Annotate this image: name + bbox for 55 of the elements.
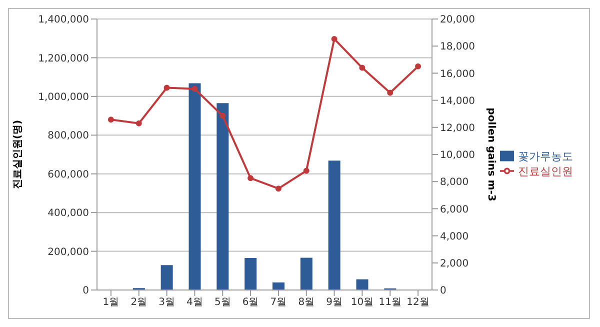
bar bbox=[356, 279, 368, 290]
y-tick-label: 1,200,000 bbox=[38, 53, 89, 64]
point bbox=[220, 112, 226, 119]
y2-tick-label: 6,000 bbox=[440, 204, 469, 216]
x-tick-label: 8월 bbox=[298, 297, 315, 308]
point bbox=[248, 175, 254, 182]
x-tick-label: 10월 bbox=[350, 297, 374, 308]
point bbox=[331, 36, 338, 42]
x-tick-label: 7월 bbox=[270, 297, 287, 308]
y2-tick-label: 12,000 bbox=[440, 122, 475, 134]
y-tick-label: 0 bbox=[82, 286, 89, 297]
y2-tick-label: 18,000 bbox=[440, 42, 475, 53]
y2-tick-label: 16,000 bbox=[440, 68, 475, 80]
y2-tick-label: 14,000 bbox=[440, 96, 475, 107]
point bbox=[275, 186, 282, 192]
point bbox=[303, 168, 310, 174]
legend-label: 꽃가루농도 bbox=[518, 150, 573, 162]
point bbox=[136, 120, 142, 126]
y2-axis-title: pollen gains m-3 bbox=[485, 108, 496, 202]
x-tick-label: 2월 bbox=[130, 297, 148, 308]
bar bbox=[244, 258, 257, 290]
point bbox=[192, 86, 198, 92]
y2-tick-label: 0 bbox=[440, 286, 446, 297]
bar bbox=[328, 160, 340, 290]
y2-tick-label: 8,000 bbox=[440, 177, 469, 188]
y2-tick-label: 20,000 bbox=[440, 14, 475, 26]
y2-tick-label: 2,000 bbox=[440, 258, 469, 270]
bar bbox=[188, 83, 201, 290]
x-tick-label: 3월 bbox=[158, 297, 175, 308]
x-tick-label: 12월 bbox=[406, 297, 430, 308]
x-tick-label: 9월 bbox=[326, 297, 342, 308]
bar bbox=[216, 103, 229, 290]
legend-label: 진료실인원 bbox=[518, 164, 573, 178]
y2-tick-label: 4,000 bbox=[440, 231, 469, 242]
y-tick-label: 200,000 bbox=[48, 246, 89, 258]
y-tick-label: 1,400,000 bbox=[38, 14, 89, 26]
bar bbox=[272, 282, 284, 290]
point bbox=[359, 64, 366, 71]
point bbox=[108, 116, 114, 123]
bar bbox=[300, 258, 312, 290]
y-tick-label: 800,000 bbox=[48, 130, 89, 142]
x-tick-label: 5월 bbox=[214, 297, 231, 308]
y2-tick-label: 10,000 bbox=[440, 150, 475, 162]
point bbox=[164, 84, 170, 91]
point bbox=[415, 63, 422, 70]
x-tick-label: 1월 bbox=[102, 297, 120, 308]
y-axis-title: 진료실인원(명) bbox=[12, 120, 24, 190]
y-tick-label: 400,000 bbox=[48, 208, 89, 220]
y-tick-label: 1,000,000 bbox=[38, 92, 89, 103]
x-tick-label: 6월 bbox=[242, 297, 259, 308]
bar bbox=[160, 265, 173, 290]
point bbox=[387, 90, 394, 96]
y-tick-label: 600,000 bbox=[48, 169, 89, 180]
x-tick-label: 4월 bbox=[186, 297, 203, 308]
x-tick-label: 11월 bbox=[378, 297, 402, 308]
